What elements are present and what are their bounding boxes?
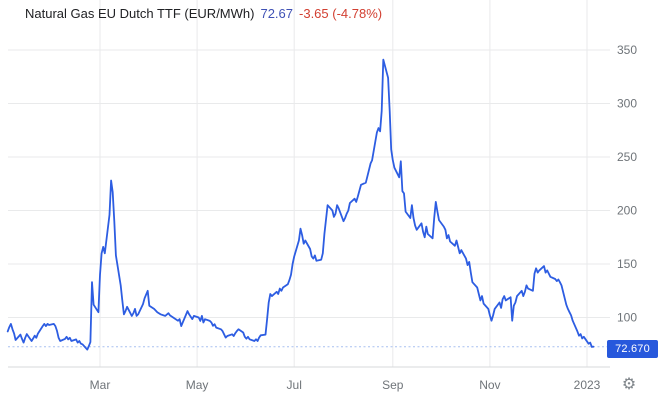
x-tick-label: Jul [287, 378, 302, 392]
current-price: 72.67 [260, 6, 294, 21]
y-tick-label: 100 [617, 311, 637, 325]
price-line [6, 58, 595, 351]
x-tick-label: Mar [90, 378, 111, 392]
last-price-badge: 72.670 [607, 340, 658, 358]
y-tick-label: 300 [617, 97, 637, 111]
x-tick-label: Nov [479, 378, 500, 392]
price-change: -3.65 (-4.78%) [299, 6, 383, 21]
y-tick-label: 200 [617, 204, 637, 218]
gear-icon[interactable]: ⚙ [617, 372, 641, 396]
instrument-name: Natural Gas EU Dutch TTF (EUR/MWh) [25, 6, 255, 21]
x-tick-label: May [186, 378, 209, 392]
instrument-header: Natural Gas EU Dutch TTF (EUR/MWh) 72.67-… [25, 6, 382, 21]
y-tick-label: 150 [617, 257, 637, 271]
y-tick-label: 350 [617, 43, 637, 57]
x-tick-label: 2023 [574, 378, 601, 392]
y-tick-label: 250 [617, 150, 637, 164]
x-tick-label: Sep [382, 378, 404, 392]
